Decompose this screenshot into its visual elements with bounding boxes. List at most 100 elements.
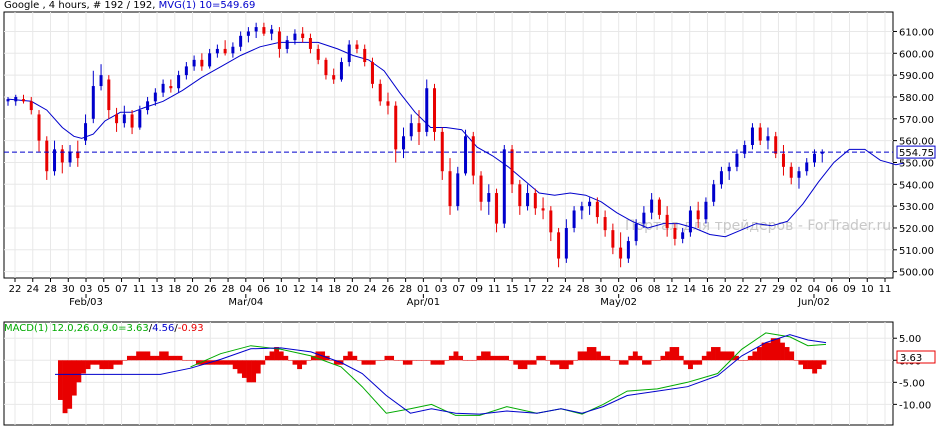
candle-down bbox=[448, 171, 452, 207]
macd-hist-bar bbox=[269, 351, 275, 361]
candle-up bbox=[626, 241, 630, 259]
macd-hist-bar bbox=[738, 360, 744, 361]
macd-hist-bar bbox=[655, 360, 661, 361]
macd-hist-bar bbox=[462, 360, 468, 361]
candle-up bbox=[425, 88, 429, 132]
macd-hist-bar bbox=[821, 360, 827, 365]
macd-hist-bar bbox=[499, 355, 505, 361]
candle-down bbox=[45, 140, 49, 172]
y-tick-label: 550.00 bbox=[899, 158, 934, 169]
macd-hist-bar bbox=[356, 360, 362, 361]
y-tick-label: 510.00 bbox=[899, 246, 934, 257]
macd-hist-bar bbox=[729, 351, 735, 361]
macd-hist-bar bbox=[467, 360, 473, 361]
macd-hist-bar bbox=[315, 351, 321, 361]
macd-hist-bar bbox=[559, 360, 565, 370]
macd-hist-bar bbox=[177, 355, 183, 361]
macd-hist-bar bbox=[287, 360, 293, 361]
candle-down bbox=[130, 114, 134, 128]
macd-hist-bar bbox=[237, 360, 243, 374]
candle-down bbox=[378, 83, 382, 102]
macd-hist-bar bbox=[527, 360, 532, 365]
macd-hist-value: -0.93 bbox=[178, 323, 204, 334]
candle-down bbox=[370, 62, 374, 84]
macd-hist-bar bbox=[131, 355, 137, 361]
x-tick-label: 20 bbox=[719, 284, 732, 295]
macd-hist-bar bbox=[692, 360, 698, 365]
candle-up bbox=[588, 201, 592, 207]
candle-up bbox=[192, 59, 196, 67]
macd-hist-bar bbox=[715, 347, 721, 361]
candle-down bbox=[758, 127, 762, 141]
macd-hist-bar bbox=[191, 360, 197, 361]
x-tick-label: 10 bbox=[861, 284, 874, 295]
candle-down bbox=[355, 44, 359, 49]
macd-hist-bar bbox=[734, 355, 739, 361]
macd-hist-bar bbox=[366, 360, 372, 365]
macd-hist-bar bbox=[113, 360, 119, 365]
macd-hist-bar bbox=[678, 355, 684, 361]
macd-hist-bar bbox=[554, 360, 560, 365]
macd-hist-bar bbox=[485, 351, 491, 361]
macd-grid bbox=[4, 322, 893, 425]
macd-hist-bar bbox=[816, 360, 822, 370]
candle-up bbox=[526, 193, 530, 207]
x-tick-label: 13 bbox=[151, 284, 164, 295]
candle-down bbox=[169, 86, 173, 89]
candle-down bbox=[433, 88, 437, 132]
candle-down bbox=[781, 153, 785, 167]
macd-hist-bar bbox=[223, 360, 229, 365]
x-month-label: May/02 bbox=[600, 297, 637, 308]
x-tick-label: 06 bbox=[825, 284, 838, 295]
macd-hist-bar bbox=[784, 347, 790, 361]
macd-hist-bar bbox=[205, 360, 211, 365]
candle-down bbox=[696, 210, 700, 220]
macd-hist-bar bbox=[720, 351, 726, 361]
macd-hist-bar bbox=[582, 351, 588, 361]
x-tick-label: 18 bbox=[328, 284, 341, 295]
macd-sep: / bbox=[149, 323, 153, 334]
candle-up bbox=[797, 171, 801, 178]
macd-hist-bar bbox=[85, 360, 91, 370]
candle-down bbox=[115, 114, 119, 124]
candle-down bbox=[549, 210, 553, 233]
macd-hist-bar bbox=[58, 360, 63, 400]
candle-down bbox=[774, 136, 778, 154]
macd-hist-bar bbox=[140, 351, 146, 361]
x-tick-label: 01 bbox=[417, 284, 430, 295]
candle-up bbox=[153, 92, 157, 102]
candle-up bbox=[766, 136, 770, 141]
candle-down bbox=[673, 227, 677, 239]
candle-up bbox=[239, 35, 243, 47]
macd-hist-bar bbox=[586, 347, 592, 361]
macd-hist-bar bbox=[724, 351, 730, 361]
candle-up bbox=[464, 136, 468, 174]
macd-hist-bar bbox=[67, 360, 73, 409]
macd-hist-bar bbox=[637, 355, 643, 361]
macd-hist-bar bbox=[145, 351, 151, 361]
macd-hist-bar bbox=[292, 360, 298, 365]
y-tick-label: 500.00 bbox=[899, 268, 934, 279]
moving-average bbox=[7, 41, 904, 238]
candle-up bbox=[347, 44, 351, 63]
candle-down bbox=[363, 48, 367, 63]
macd-hist-bar bbox=[136, 351, 142, 361]
macd-hist-bar bbox=[76, 360, 82, 383]
macd-hist-bar bbox=[209, 360, 215, 365]
x-tick-label: 11 bbox=[879, 284, 892, 295]
macd-value-box-bg bbox=[896, 350, 936, 364]
x-tick-label: 07 bbox=[453, 284, 466, 295]
macd-hist-bar bbox=[747, 355, 753, 361]
macd-label: MACD(1) 12.0,26.0,9.0= bbox=[4, 323, 127, 334]
candle-up bbox=[650, 199, 654, 213]
macd-hist-bar bbox=[214, 360, 220, 365]
macd-hist-bar bbox=[508, 360, 514, 361]
macd-hist-bar bbox=[770, 338, 776, 361]
x-tick-label: 30 bbox=[595, 284, 608, 295]
macd-hist-bar bbox=[476, 355, 482, 361]
macd-hist-bar bbox=[458, 355, 463, 361]
macd-histogram bbox=[58, 338, 827, 414]
macd-hist-bar bbox=[333, 360, 339, 365]
macd-hist-bar bbox=[577, 351, 583, 361]
macd-hist-bar bbox=[494, 355, 500, 361]
